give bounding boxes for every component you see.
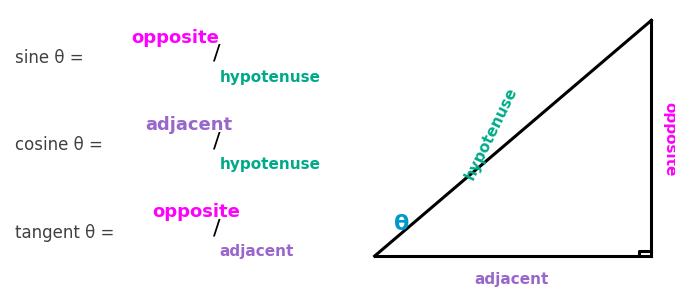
Text: θ: θ [394, 214, 410, 234]
Text: sine θ =: sine θ = [15, 49, 88, 67]
Text: tangent θ =: tangent θ = [15, 224, 119, 242]
Text: /: / [213, 219, 220, 238]
Text: opposite: opposite [132, 29, 219, 47]
Text: cosine θ =: cosine θ = [15, 136, 108, 155]
Text: opposite: opposite [663, 102, 675, 177]
Text: /: / [213, 131, 220, 151]
Text: /: / [213, 44, 220, 64]
Text: hypotenuse: hypotenuse [462, 85, 520, 182]
Text: hypotenuse: hypotenuse [219, 157, 321, 172]
Text: opposite: opposite [152, 203, 240, 221]
Text: adjacent: adjacent [145, 116, 232, 134]
Text: adjacent: adjacent [475, 272, 549, 287]
Text: adjacent: adjacent [219, 244, 294, 259]
Text: hypotenuse: hypotenuse [219, 70, 321, 85]
